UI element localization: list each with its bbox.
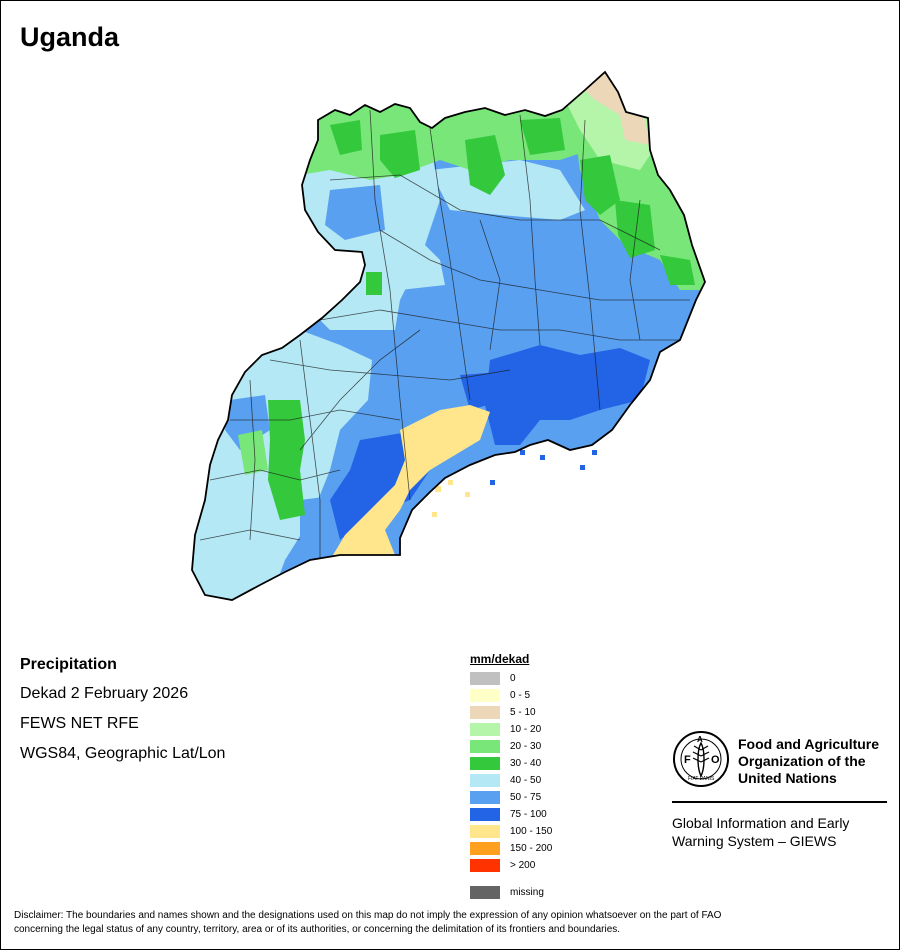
giews-line-1: Global Information and Early xyxy=(672,815,850,831)
legend-swatch xyxy=(470,706,500,719)
legend-swatch xyxy=(470,723,500,736)
legend-item: 0 - 5 xyxy=(470,687,552,704)
legend-item: > 200 xyxy=(470,857,552,874)
divider xyxy=(672,801,887,803)
legend-label: 150 - 200 xyxy=(510,843,553,854)
fao-name: Food and Agriculture Organization of the… xyxy=(738,736,898,787)
legend-swatch xyxy=(470,757,500,770)
legend-label: 30 - 40 xyxy=(510,758,542,769)
legend-item: 50 - 75 xyxy=(470,789,552,806)
legend-label: 10 - 20 xyxy=(510,724,542,735)
giews-line-2: Warning System – GIEWS xyxy=(672,833,837,849)
legend-title: mm/dekad xyxy=(470,652,530,666)
disclaimer: Disclaimer: The boundaries and names sho… xyxy=(14,909,889,937)
legend-label: 75 - 100 xyxy=(510,809,547,820)
svg-text:F: F xyxy=(684,754,691,766)
legend-label: 5 - 10 xyxy=(510,707,536,718)
legend-swatch xyxy=(470,825,500,838)
legend-swatch xyxy=(470,886,500,899)
source-label: FEWS NET RFE xyxy=(20,715,139,732)
legend-label: 0 - 5 xyxy=(510,690,531,701)
legend-label: > 200 xyxy=(510,860,536,871)
legend-item: 30 - 40 xyxy=(470,755,552,772)
legend: mm/dekad 0 0 - 5 5 - 10 10 - 20 20 - 30 30 - … xyxy=(470,652,552,901)
legend-swatch xyxy=(470,774,500,787)
legend-label: missing xyxy=(510,887,544,898)
legend-label: 100 - 150 xyxy=(510,826,553,837)
period-label: Dekad 2 February 2026 xyxy=(20,685,189,702)
legend-item: 150 - 200 xyxy=(470,840,552,857)
precipitation-map xyxy=(191,71,706,601)
legend-label: 20 - 30 xyxy=(510,741,542,752)
disclaimer-line-2: concerning the legal status of any count… xyxy=(14,924,621,935)
svg-text:O: O xyxy=(711,754,720,766)
legend-label: 0 xyxy=(510,673,516,684)
projection-label: WGS84, Geographic Lat/Lon xyxy=(20,745,226,762)
legend-swatch xyxy=(470,808,500,821)
legend-label: 40 - 50 xyxy=(510,775,542,786)
legend-item: 100 - 150 xyxy=(470,823,552,840)
legend-item: 40 - 50 xyxy=(470,772,552,789)
legend-swatch xyxy=(470,842,500,855)
disclaimer-line-1: Disclaimer: The boundaries and names sho… xyxy=(14,910,722,921)
legend-item: 20 - 30 xyxy=(470,738,552,755)
legend-item: 10 - 20 xyxy=(470,721,552,738)
legend-item: 75 - 100 xyxy=(470,806,552,823)
legend-missing: missing xyxy=(470,884,552,901)
map-title: Uganda xyxy=(20,22,120,52)
org-line-1: Food and Agriculture xyxy=(738,736,880,752)
giews-name: Global Information and Early Warning Sys… xyxy=(672,814,892,850)
svg-text:FIAT PANIS: FIAT PANIS xyxy=(688,776,715,782)
variable-heading: Precipitation xyxy=(20,656,117,673)
legend-swatch xyxy=(470,859,500,872)
legend-rows: 0 0 - 5 5 - 10 10 - 20 20 - 30 30 - 40 40 - 50… xyxy=(470,670,552,874)
fao-emblem-icon: F A O FIAT PANIS xyxy=(673,731,729,787)
legend-swatch xyxy=(470,672,500,685)
svg-text:A: A xyxy=(697,735,703,744)
legend-swatch xyxy=(470,791,500,804)
legend-item: 5 - 10 xyxy=(470,704,552,721)
legend-label: 50 - 75 xyxy=(510,792,542,803)
legend-item: 0 xyxy=(470,670,552,687)
org-line-3: United Nations xyxy=(738,770,837,786)
map-info: Precipitation Dekad 2 February 2026 FEWS… xyxy=(20,656,225,774)
org-line-2: Organization of the xyxy=(738,753,866,769)
legend-swatch xyxy=(470,689,500,702)
legend-swatch xyxy=(470,740,500,753)
